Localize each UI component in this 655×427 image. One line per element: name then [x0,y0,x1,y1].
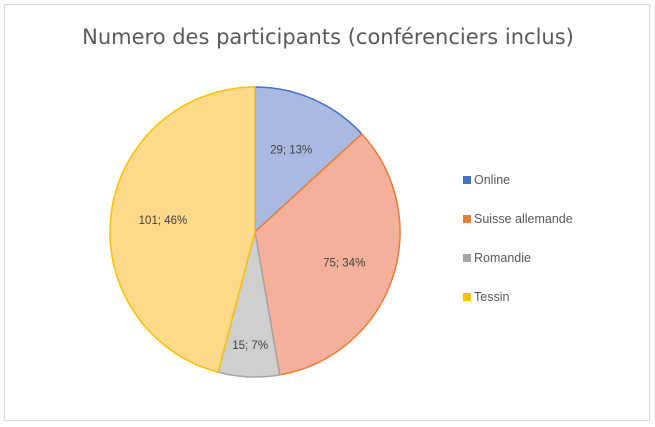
legend-label: Suisse allemande [474,211,573,226]
pie-slice-online [254,86,363,234]
legend-swatch [463,253,471,262]
legend-item-romandie: Romandie [463,238,573,277]
legend-item-suisse-allemande: Suisse allemande [463,199,573,238]
legend-label: Romandie [474,250,531,265]
data-label-romandie: 15; 7% [232,340,268,352]
pie-slice-tessin [109,86,256,374]
legend-swatch [463,175,471,184]
chart-legend: Online Suisse allemande Romandie Tessin [463,160,573,316]
legend-label: Tessin [474,289,510,304]
legend-label: Online [474,172,511,187]
chart-title: Numero des participants (conférenciers i… [82,25,574,49]
legend-swatch [463,292,471,301]
pie-slice-suisse-allemande [254,132,401,376]
data-label-tessin: 101; 46% [139,215,188,227]
data-label-suisse-allemande: 75; 34% [323,257,365,269]
data-label-online: 29; 13% [270,145,312,157]
legend-item-online: Online [463,160,573,199]
legend-swatch [463,214,471,223]
legend-item-tessin: Tessin [463,277,573,316]
